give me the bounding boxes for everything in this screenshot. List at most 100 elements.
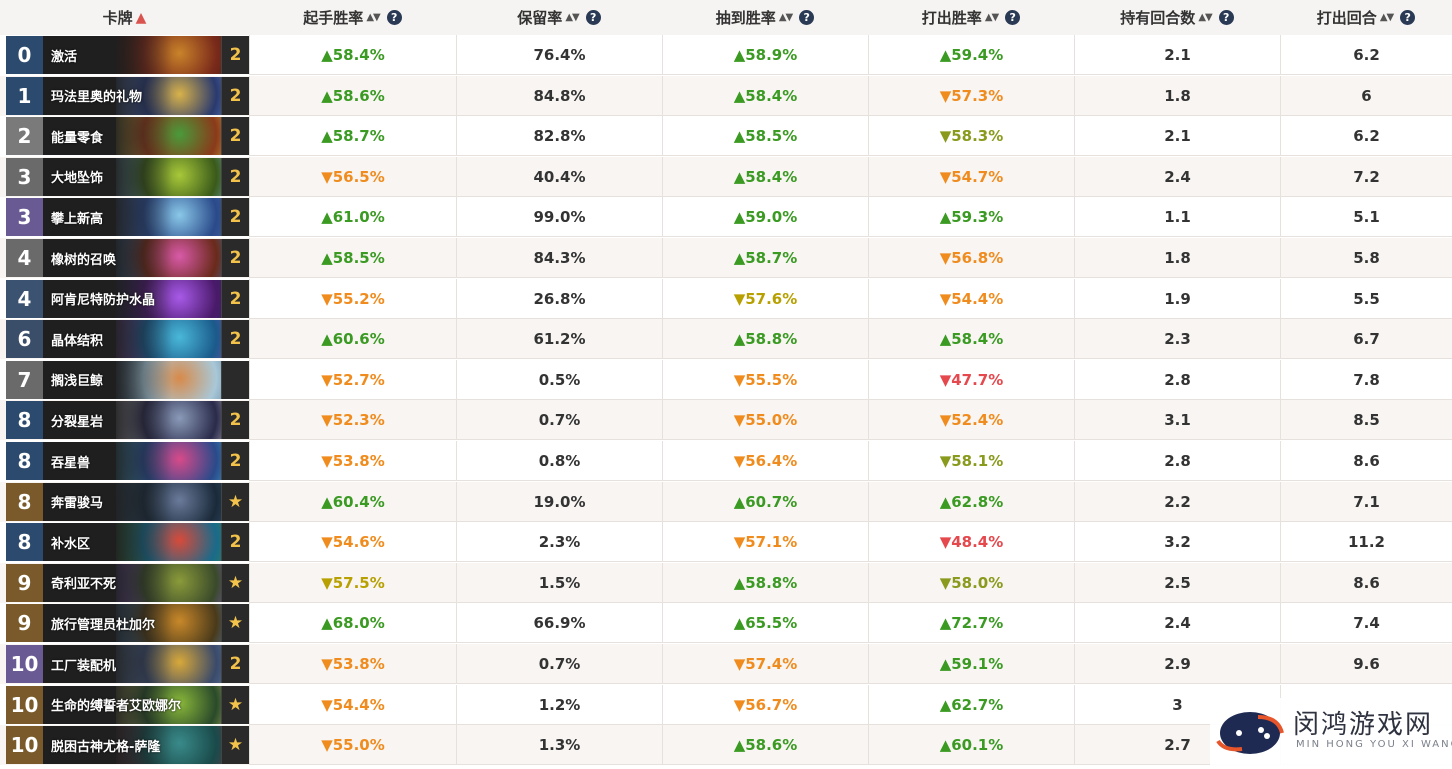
stat-kept: 1.3% <box>456 725 662 766</box>
card-art-fade <box>43 726 222 765</box>
card-tile[interactable]: 10 脱困古神尤格-萨隆 ★ <box>6 726 249 765</box>
card-tile[interactable]: 4 阿肯尼特防护水晶 2 <box>6 279 249 318</box>
table-row[interactable]: 3 大地坠饰 2 ▼56.5% 40.4% ▲58.4% ▼54.7% 2.4 7.2 <box>0 156 1452 197</box>
table-row[interactable]: 1 玛法里奥的礼物 2 ▲58.6% 84.8% ▲58.4% ▼57.3% 1.8 6 <box>0 75 1452 116</box>
gamepad-logo-icon <box>1216 712 1284 754</box>
stat-drawn: ▼57.1% <box>662 522 868 563</box>
stat-mulligan: ▼54.4% <box>249 684 456 725</box>
table-row[interactable]: 4 阿肯尼特防护水晶 2 ▼55.2% 26.8% ▼57.6% ▼54.4% 1.9 5.5 <box>0 278 1452 319</box>
column-header-label: 打出回合 <box>1316 9 1377 27</box>
table-row[interactable]: 7 搁浅巨鲸 ▼52.7% 0.5% ▼55.5% ▼47.7% 2.8 7.8 <box>0 359 1452 400</box>
help-icon[interactable]: ? <box>1005 10 1021 25</box>
stat-drawn: ▲58.9% <box>662 35 868 75</box>
card-tile[interactable]: 9 奇利亚不死 ★ <box>6 563 249 602</box>
sort-asc-icon[interactable]: ▲ <box>135 9 147 26</box>
card-tile[interactable]: 6 晶体结积 2 <box>6 320 249 359</box>
column-header-turns-held[interactable]: 持有回合数 ▲▼ ? <box>1074 0 1280 35</box>
card-tile[interactable]: 2 能量零食 2 <box>6 117 249 156</box>
help-icon[interactable]: ? <box>585 10 601 25</box>
column-header-played[interactable]: 打出胜率 ▲▼ ? <box>868 0 1074 35</box>
column-header-turn-played[interactable]: 打出回合 ▲▼ ? <box>1280 0 1452 35</box>
column-header-drawn[interactable]: 抽到胜率 ▲▼ ? <box>662 0 868 35</box>
stat-held: 2.9 <box>1074 644 1280 684</box>
card-tile[interactable]: 8 分裂星岩 2 <box>6 401 249 440</box>
stat-drawn: ▼57.4% <box>662 644 868 684</box>
card-tile[interactable]: 7 搁浅巨鲸 <box>6 360 249 399</box>
legendary-star-icon: ★ <box>221 563 249 602</box>
sort-icon[interactable]: ▲▼ <box>366 12 380 23</box>
stat-held: 2.1 <box>1074 35 1280 75</box>
column-header-mulligan[interactable]: 起手胜率 ▲▼ ? <box>249 0 456 35</box>
sort-icon[interactable]: ▲▼ <box>565 12 579 23</box>
card-count: 2 <box>221 320 249 359</box>
card-tile[interactable]: 3 大地坠饰 2 <box>6 157 249 196</box>
table-row[interactable]: 8 奔雷骏马 ★ ▲60.4% 19.0% ▲60.7% ▲62.8% 2.2 7.1 <box>0 481 1452 522</box>
stat-mulligan: ▲61.0% <box>249 197 456 238</box>
stat-played: ▲60.1% <box>868 725 1074 766</box>
card-tile[interactable]: 4 橡树的召唤 2 <box>6 239 249 277</box>
sort-icon[interactable]: ▲▼ <box>1379 12 1394 23</box>
table-row[interactable]: 4 橡树的召唤 2 ▲58.5% 84.3% ▲58.7% ▼56.8% 1.8 5.8 <box>0 238 1452 278</box>
table-row[interactable]: 10 工厂装配机 2 ▼53.8% 0.7% ▼57.4% ▲59.1% 2.9 9.6 <box>0 644 1452 684</box>
stat-held: 2.8 <box>1074 359 1280 400</box>
card-tile[interactable]: 1 玛法里奥的礼物 2 <box>6 76 249 115</box>
help-icon[interactable]: ? <box>799 10 815 25</box>
table-row[interactable]: 6 晶体结积 2 ▲60.6% 61.2% ▲58.8% ▲58.4% 2.3 6.7 <box>0 319 1452 360</box>
stat-mulligan: ▲58.6% <box>249 75 456 116</box>
stat-kept: 2.3% <box>456 522 662 563</box>
card-name: 脱困古神尤格-萨隆 <box>51 739 161 755</box>
stat-turn: 6 <box>1280 75 1452 116</box>
stat-drawn: ▼57.6% <box>662 278 868 319</box>
card-tile[interactable]: 10 工厂装配机 2 <box>6 645 249 683</box>
stat-played: ▼58.3% <box>868 116 1074 157</box>
card-count: 2 <box>221 76 249 115</box>
stat-drawn: ▲58.8% <box>662 562 868 603</box>
card-cost: 10 <box>6 726 43 765</box>
card-cost: 8 <box>6 401 43 440</box>
table-row[interactable]: 9 旅行管理员杜加尔 ★ ▲68.0% 66.9% ▲65.5% ▲72.7% 2.4 7.4 <box>0 603 1452 644</box>
card-art-fade <box>43 482 222 521</box>
stat-held: 1.9 <box>1074 278 1280 319</box>
sort-icon[interactable]: ▲▼ <box>1198 12 1212 23</box>
card-cost: 8 <box>6 442 43 480</box>
table-row[interactable]: 8 补水区 2 ▼54.6% 2.3% ▼57.1% ▼48.4% 3.2 11.2 <box>0 522 1452 563</box>
card-cost: 0 <box>6 36 43 74</box>
card-name: 奇利亚不死 <box>51 577 117 593</box>
stat-drawn: ▲58.4% <box>662 75 868 116</box>
stat-played: ▲62.8% <box>868 481 1074 522</box>
table-row[interactable]: 0 激活 2 ▲58.4% 76.4% ▲58.9% ▲59.4% 2.1 6.2 <box>0 35 1452 75</box>
stat-kept: 0.7% <box>456 400 662 441</box>
column-header-kept[interactable]: 保留率 ▲▼ ? <box>456 0 662 35</box>
stat-played: ▲59.4% <box>868 35 1074 75</box>
sort-icon[interactable]: ▲▼ <box>778 12 793 23</box>
stat-played: ▼58.1% <box>868 441 1074 481</box>
card-tile[interactable]: 0 激活 2 <box>6 36 249 74</box>
help-icon[interactable]: ? <box>386 10 402 25</box>
stat-kept: 99.0% <box>456 197 662 238</box>
card-tile[interactable]: 9 旅行管理员杜加尔 ★ <box>6 604 249 643</box>
stat-drawn: ▼56.7% <box>662 684 868 725</box>
card-tile[interactable]: 10 生命的缚誓者艾欧娜尔 ★ <box>6 685 249 724</box>
card-tile[interactable]: 8 补水区 2 <box>6 523 249 562</box>
stat-mulligan: ▼56.5% <box>249 156 456 197</box>
stat-turn: 8.5 <box>1280 400 1452 441</box>
stat-drawn: ▲59.0% <box>662 197 868 238</box>
stat-kept: 84.8% <box>456 75 662 116</box>
stat-kept: 76.4% <box>456 35 662 75</box>
card-count: 2 <box>221 198 249 237</box>
card-tile[interactable]: 3 攀上新高 2 <box>6 198 249 237</box>
table-row[interactable]: 3 攀上新高 2 ▲61.0% 99.0% ▲59.0% ▲59.3% 1.1 5.1 <box>0 197 1452 238</box>
help-icon[interactable]: ? <box>1218 10 1234 25</box>
column-header-label: 持有回合数 <box>1120 9 1196 27</box>
card-tile[interactable]: 8 吞星兽 2 <box>6 442 249 480</box>
table-row[interactable]: 9 奇利亚不死 ★ ▼57.5% 1.5% ▲58.8% ▼58.0% 2.5 8.6 <box>0 562 1452 603</box>
sort-icon[interactable]: ▲▼ <box>984 12 999 23</box>
legendary-star-icon: ★ <box>221 726 249 765</box>
column-header-card[interactable]: 卡牌 ▲ <box>0 0 249 35</box>
table-row[interactable]: 2 能量零食 2 ▲58.7% 82.8% ▲58.5% ▼58.3% 2.1 6.2 <box>0 116 1452 157</box>
stat-held: 2.8 <box>1074 441 1280 481</box>
card-tile[interactable]: 8 奔雷骏马 ★ <box>6 482 249 521</box>
table-row[interactable]: 8 吞星兽 2 ▼53.8% 0.8% ▼56.4% ▼58.1% 2.8 8.6 <box>0 441 1452 481</box>
help-icon[interactable]: ? <box>1400 10 1416 25</box>
table-row[interactable]: 8 分裂星岩 2 ▼52.3% 0.7% ▼55.0% ▼52.4% 3.1 8.5 <box>0 400 1452 441</box>
